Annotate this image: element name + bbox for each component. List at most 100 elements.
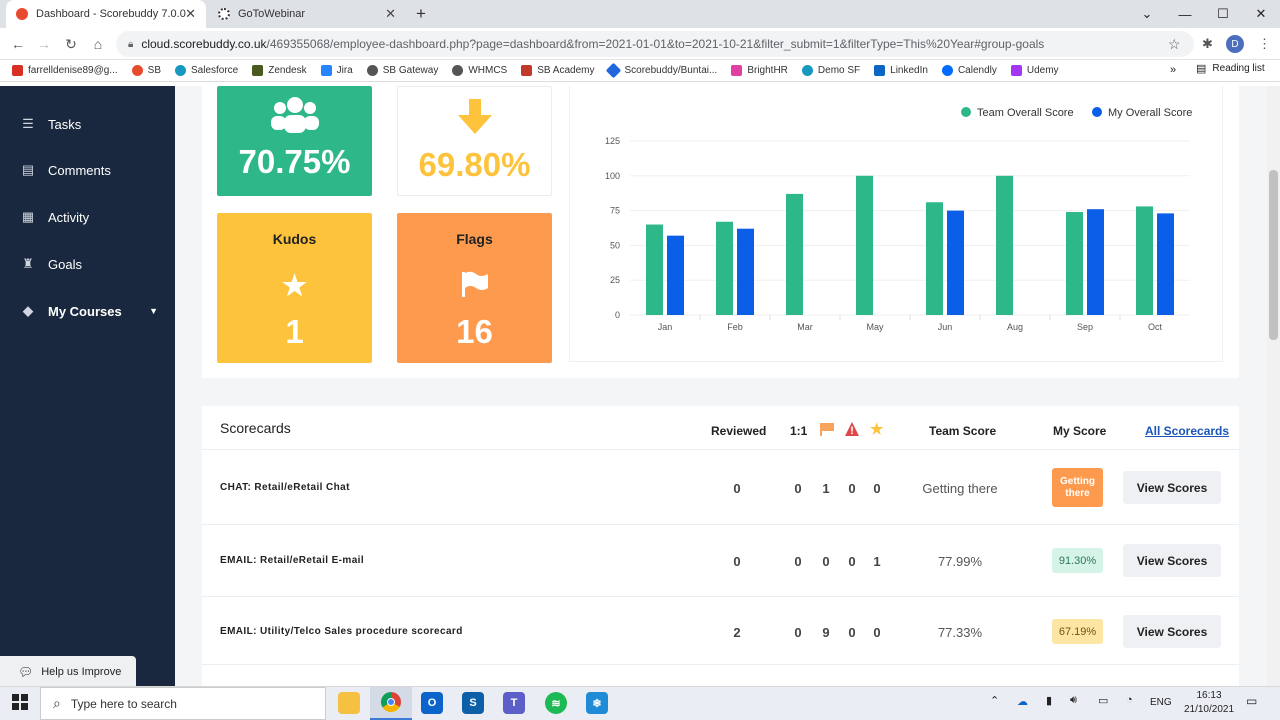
scorecards-title: Scorecards — [220, 420, 291, 436]
teams-icon[interactable]: T — [503, 692, 525, 714]
minimize-button[interactable]: — — [1178, 6, 1192, 22]
bookmark-brighthr[interactable]: BrightHR — [731, 65, 788, 76]
bookmark-star-icon[interactable]: ☆ — [1168, 36, 1181, 52]
bar-team — [1066, 211, 1083, 315]
sidebar-item-goals[interactable]: ♜ Goals — [20, 252, 170, 276]
flags-count: 9 — [822, 625, 830, 640]
flags-count: 1 — [822, 481, 830, 496]
outlook-icon[interactable]: O — [421, 692, 443, 714]
my-score-badge: 67.19% — [1052, 619, 1103, 644]
forward-button[interactable]: → — [37, 36, 51, 52]
sidebar-item-activity[interactable]: ▦ Activity — [21, 209, 90, 225]
microphone-icon[interactable]: ▮ — [1046, 695, 1053, 707]
extensions-icon[interactable]: ✱ — [1202, 36, 1213, 51]
bookmark-whmcs[interactable]: WHMCS — [452, 65, 507, 76]
flags-tile[interactable]: Flags 16 — [397, 213, 552, 363]
academy-icon — [521, 65, 533, 76]
chat-bubble-icon: 💬︎ — [18, 665, 34, 679]
taskbar-search-box[interactable]: ⌕ Type here to search — [40, 687, 326, 720]
bookmark-udemy[interactable]: Udemy — [1010, 65, 1059, 76]
file-explorer-icon[interactable] — [338, 692, 360, 714]
kudos-tile[interactable]: Kudos ★ 1 — [217, 213, 372, 363]
diamond-icon — [606, 62, 622, 79]
my-score-value: 69.80% — [418, 146, 531, 183]
close-window-button[interactable]: ✕ — [1255, 6, 1267, 21]
reload-button[interactable]: ↻ — [65, 35, 77, 52]
bookmark-jira[interactable]: Jira — [320, 65, 353, 76]
bar-team — [646, 224, 663, 315]
y-tick-label: 75 — [610, 206, 620, 216]
browser-tab-bar: Dashboard - Scorebuddy 7.0.0 ✕ GoToWebin… — [0, 0, 1280, 28]
bookmark-scorebuddy-buntai[interactable]: Scorebuddy/Buntai... — [606, 62, 717, 79]
onedrive-icon[interactable]: ☁ — [1017, 696, 1028, 708]
wifi-icon[interactable]: ◔ — [1126, 694, 1133, 706]
bookmark-sb-academy[interactable]: SB Academy — [521, 65, 594, 76]
clock-time: 16:13 — [1196, 690, 1222, 701]
language-indicator[interactable]: ENG — [1150, 697, 1172, 708]
sidebar-item-comments[interactable]: ▤ Comments — [21, 162, 111, 178]
sidebar — [0, 86, 175, 686]
s-app-icon[interactable]: S — [462, 692, 484, 714]
scrollbar-thumb[interactable] — [1269, 170, 1278, 340]
brighthr-icon — [731, 65, 743, 76]
bar-mine — [1087, 209, 1104, 315]
y-tick-label: 0 — [615, 310, 620, 320]
volume-icon[interactable]: 🔊︎ — [1070, 694, 1077, 706]
bookmark-sb[interactable]: SB — [131, 65, 161, 76]
bookmark-calendly[interactable]: Calendly — [941, 65, 997, 76]
close-tab-icon[interactable]: ✕ — [185, 6, 196, 21]
bookmark-salesforce[interactable]: Salesforce — [175, 65, 238, 76]
more-bookmarks-icon[interactable]: » — [1170, 64, 1177, 76]
reading-list-icon: ▤ — [1196, 63, 1207, 75]
battery-icon[interactable]: ▭ — [1098, 695, 1109, 707]
bookmark-sb-gateway[interactable]: SB Gateway — [366, 65, 438, 76]
view-scores-button[interactable]: View Scores — [1123, 471, 1221, 504]
star-icon: ★ — [281, 270, 308, 301]
back-button[interactable]: ← — [11, 36, 25, 52]
reading-list-button[interactable]: ▤ Reading list — [1196, 63, 1265, 75]
tab-label: Dashboard - Scorebuddy 7.0.0 — [36, 8, 186, 20]
spotify-icon[interactable]: ≋ — [545, 692, 567, 714]
notifications-icon[interactable]: ▭ — [1246, 694, 1258, 708]
alerts-count: 0 — [848, 625, 856, 640]
header-team-score: Team Score — [929, 424, 997, 438]
scorecard-name: EMAIL: Retail/eRetail E-mail — [220, 555, 365, 566]
tab-gotowebinar[interactable]: GoToWebinar ✕ — [208, 0, 406, 28]
legend-label: Team Overall Score — [977, 107, 1074, 119]
address-bar[interactable]: 🔒︎ cloud.scorebuddy.co.uk/469355068/empl… — [116, 31, 1194, 57]
tab-dashboard[interactable]: Dashboard - Scorebuddy 7.0.0 ✕ — [6, 0, 206, 28]
scorebuddy-favicon-icon — [16, 8, 28, 20]
view-scores-button[interactable]: View Scores — [1123, 544, 1221, 577]
chevron-up-icon[interactable]: ⌃ — [990, 695, 1000, 707]
taskbar-clock[interactable]: 16:13 21/10/2021 — [1178, 689, 1240, 717]
bookmark-demo-sf[interactable]: Demo SF — [801, 65, 860, 76]
home-button[interactable]: ⌂ — [93, 36, 103, 52]
maximize-button[interactable]: ☐ — [1217, 6, 1229, 21]
new-tab-button[interactable]: + — [416, 4, 426, 23]
tab-label: GoToWebinar — [238, 8, 306, 20]
flags-count: 16 — [456, 313, 493, 350]
sidebar-item-tasks[interactable]: ☰ Tasks — [20, 112, 170, 136]
bar-team — [716, 221, 733, 315]
snowflake-app-icon[interactable]: ❄ — [586, 692, 608, 714]
udemy-icon — [1010, 65, 1022, 76]
flags-title: Flags — [456, 231, 493, 247]
browser-menu-icon[interactable]: ⋮ — [1258, 36, 1271, 51]
close-tab-icon[interactable]: ✕ — [385, 6, 396, 21]
bookmark-zendesk[interactable]: Zendesk — [252, 65, 307, 76]
jira-icon — [320, 65, 332, 76]
taskbar-chrome-active[interactable] — [370, 687, 412, 720]
search-icon: ⌕ — [53, 695, 61, 711]
help-us-improve-button[interactable]: 💬︎ Help us Improve — [0, 656, 136, 688]
sidebar-item-my-courses[interactable]: ◆ My Courses ▼ — [20, 299, 170, 323]
scorecard-name: EMAIL: Utility/Telco Sales procedure sco… — [220, 626, 463, 637]
clock-date: 21/10/2021 — [1183, 704, 1235, 715]
windows-start-icon[interactable] — [12, 694, 28, 715]
view-scores-button[interactable]: View Scores — [1123, 615, 1221, 648]
chrome-icon — [381, 692, 401, 712]
all-scorecards-link[interactable]: All Scorecards — [1145, 424, 1230, 438]
bookmark-linkedin[interactable]: LinkedIn — [874, 65, 928, 76]
profile-avatar[interactable]: D — [1226, 35, 1244, 53]
bookmark-gmail[interactable]: farrelldenise89@g... — [12, 65, 118, 76]
tab-search-chevron-icon[interactable]: ⌄ — [1141, 6, 1153, 21]
